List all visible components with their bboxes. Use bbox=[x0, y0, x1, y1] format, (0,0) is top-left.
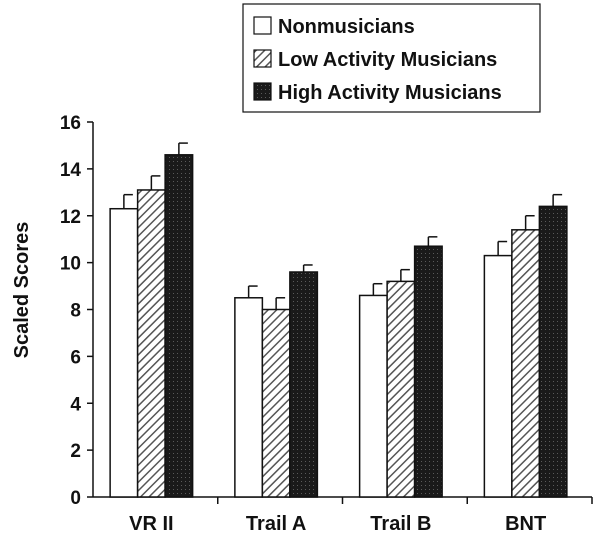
y-tick-label: 12 bbox=[60, 207, 81, 228]
bar-dark-2 bbox=[413, 245, 443, 498]
bar-hatch-2 bbox=[386, 280, 416, 498]
y-axis-title: Scaled Scores bbox=[11, 222, 33, 359]
x-category-label: Trail B bbox=[370, 513, 431, 535]
bar-hatch-3 bbox=[511, 229, 541, 498]
y-tick-label: 4 bbox=[70, 394, 81, 415]
bar-hatch-1 bbox=[261, 308, 291, 498]
legend-swatch-white bbox=[253, 16, 272, 35]
legend-swatch-hatch bbox=[253, 49, 272, 68]
y-tick-label: 16 bbox=[60, 113, 81, 134]
y-tick-label: 6 bbox=[70, 347, 81, 368]
bar-white-3 bbox=[483, 254, 513, 498]
legend-label: Nonmusicians bbox=[278, 16, 415, 38]
error-bars-group bbox=[123, 142, 563, 310]
bar-white-0 bbox=[109, 207, 139, 498]
y-axis: 0 2 4 6 8 10 12 14 16 bbox=[60, 113, 94, 509]
legend-box bbox=[242, 3, 541, 113]
y-tick-label: 10 bbox=[60, 254, 81, 275]
y-tick-label: 14 bbox=[60, 160, 82, 181]
y-tick-label: 8 bbox=[70, 301, 81, 322]
y-tick-label: 0 bbox=[70, 488, 81, 509]
legend-label: Low Activity Musicians bbox=[278, 49, 497, 71]
legend-label: High Activity Musicians bbox=[278, 82, 502, 104]
bar-white-2 bbox=[358, 294, 388, 498]
x-category-label: BNT bbox=[505, 513, 546, 535]
bar-dark-3 bbox=[538, 205, 568, 498]
bar-dark-0 bbox=[164, 154, 194, 498]
bar-hatch-0 bbox=[136, 189, 166, 498]
legend-swatch-dark bbox=[253, 82, 272, 101]
legend: Nonmusicians Low Activity Musicians High A… bbox=[242, 3, 541, 113]
bars-group bbox=[109, 154, 568, 498]
bar-white-1 bbox=[234, 297, 264, 498]
x-category-label: VR II bbox=[129, 513, 173, 535]
y-tick-label: 2 bbox=[70, 441, 81, 462]
bar-dark-1 bbox=[289, 271, 319, 498]
x-axis: VR II Trail A Trail B BNT bbox=[93, 496, 593, 535]
x-category-label: Trail A bbox=[246, 513, 306, 535]
